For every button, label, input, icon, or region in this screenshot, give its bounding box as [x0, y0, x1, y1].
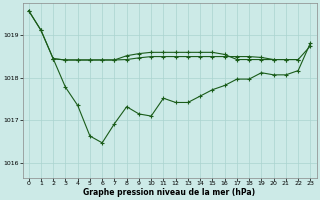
X-axis label: Graphe pression niveau de la mer (hPa): Graphe pression niveau de la mer (hPa) [84, 188, 256, 197]
